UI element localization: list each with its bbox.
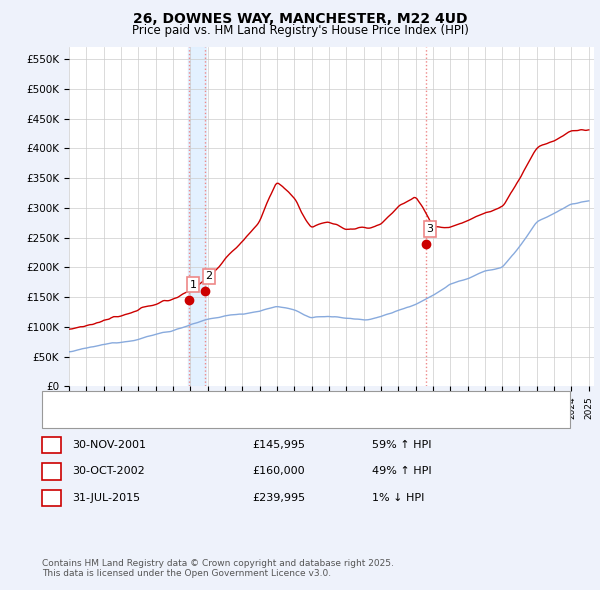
Text: 49% ↑ HPI: 49% ↑ HPI <box>372 467 431 476</box>
Text: 1: 1 <box>190 280 197 290</box>
Text: 3: 3 <box>427 224 433 234</box>
Text: 3: 3 <box>48 491 55 504</box>
Text: 30-OCT-2002: 30-OCT-2002 <box>72 467 145 476</box>
Text: 26, DOWNES WAY, MANCHESTER, M22 4UD (detached house): 26, DOWNES WAY, MANCHESTER, M22 4UD (det… <box>81 396 401 407</box>
Text: 31-JUL-2015: 31-JUL-2015 <box>72 493 140 503</box>
Text: 26, DOWNES WAY, MANCHESTER, M22 4UD: 26, DOWNES WAY, MANCHESTER, M22 4UD <box>133 12 467 26</box>
Text: 1: 1 <box>48 438 55 451</box>
Text: Contains HM Land Registry data © Crown copyright and database right 2025.
This d: Contains HM Land Registry data © Crown c… <box>42 559 394 578</box>
Text: £160,000: £160,000 <box>252 467 305 476</box>
Text: 2: 2 <box>48 465 55 478</box>
Text: 59% ↑ HPI: 59% ↑ HPI <box>372 440 431 450</box>
Text: 2: 2 <box>205 271 212 281</box>
Text: £145,995: £145,995 <box>252 440 305 450</box>
Bar <box>188 47 206 386</box>
Text: Price paid vs. HM Land Registry's House Price Index (HPI): Price paid vs. HM Land Registry's House … <box>131 24 469 37</box>
Text: 30-NOV-2001: 30-NOV-2001 <box>72 440 146 450</box>
Text: HPI: Average price, detached house, Manchester: HPI: Average price, detached house, Manc… <box>81 412 335 422</box>
Text: £239,995: £239,995 <box>252 493 305 503</box>
Text: 1% ↓ HPI: 1% ↓ HPI <box>372 493 424 503</box>
